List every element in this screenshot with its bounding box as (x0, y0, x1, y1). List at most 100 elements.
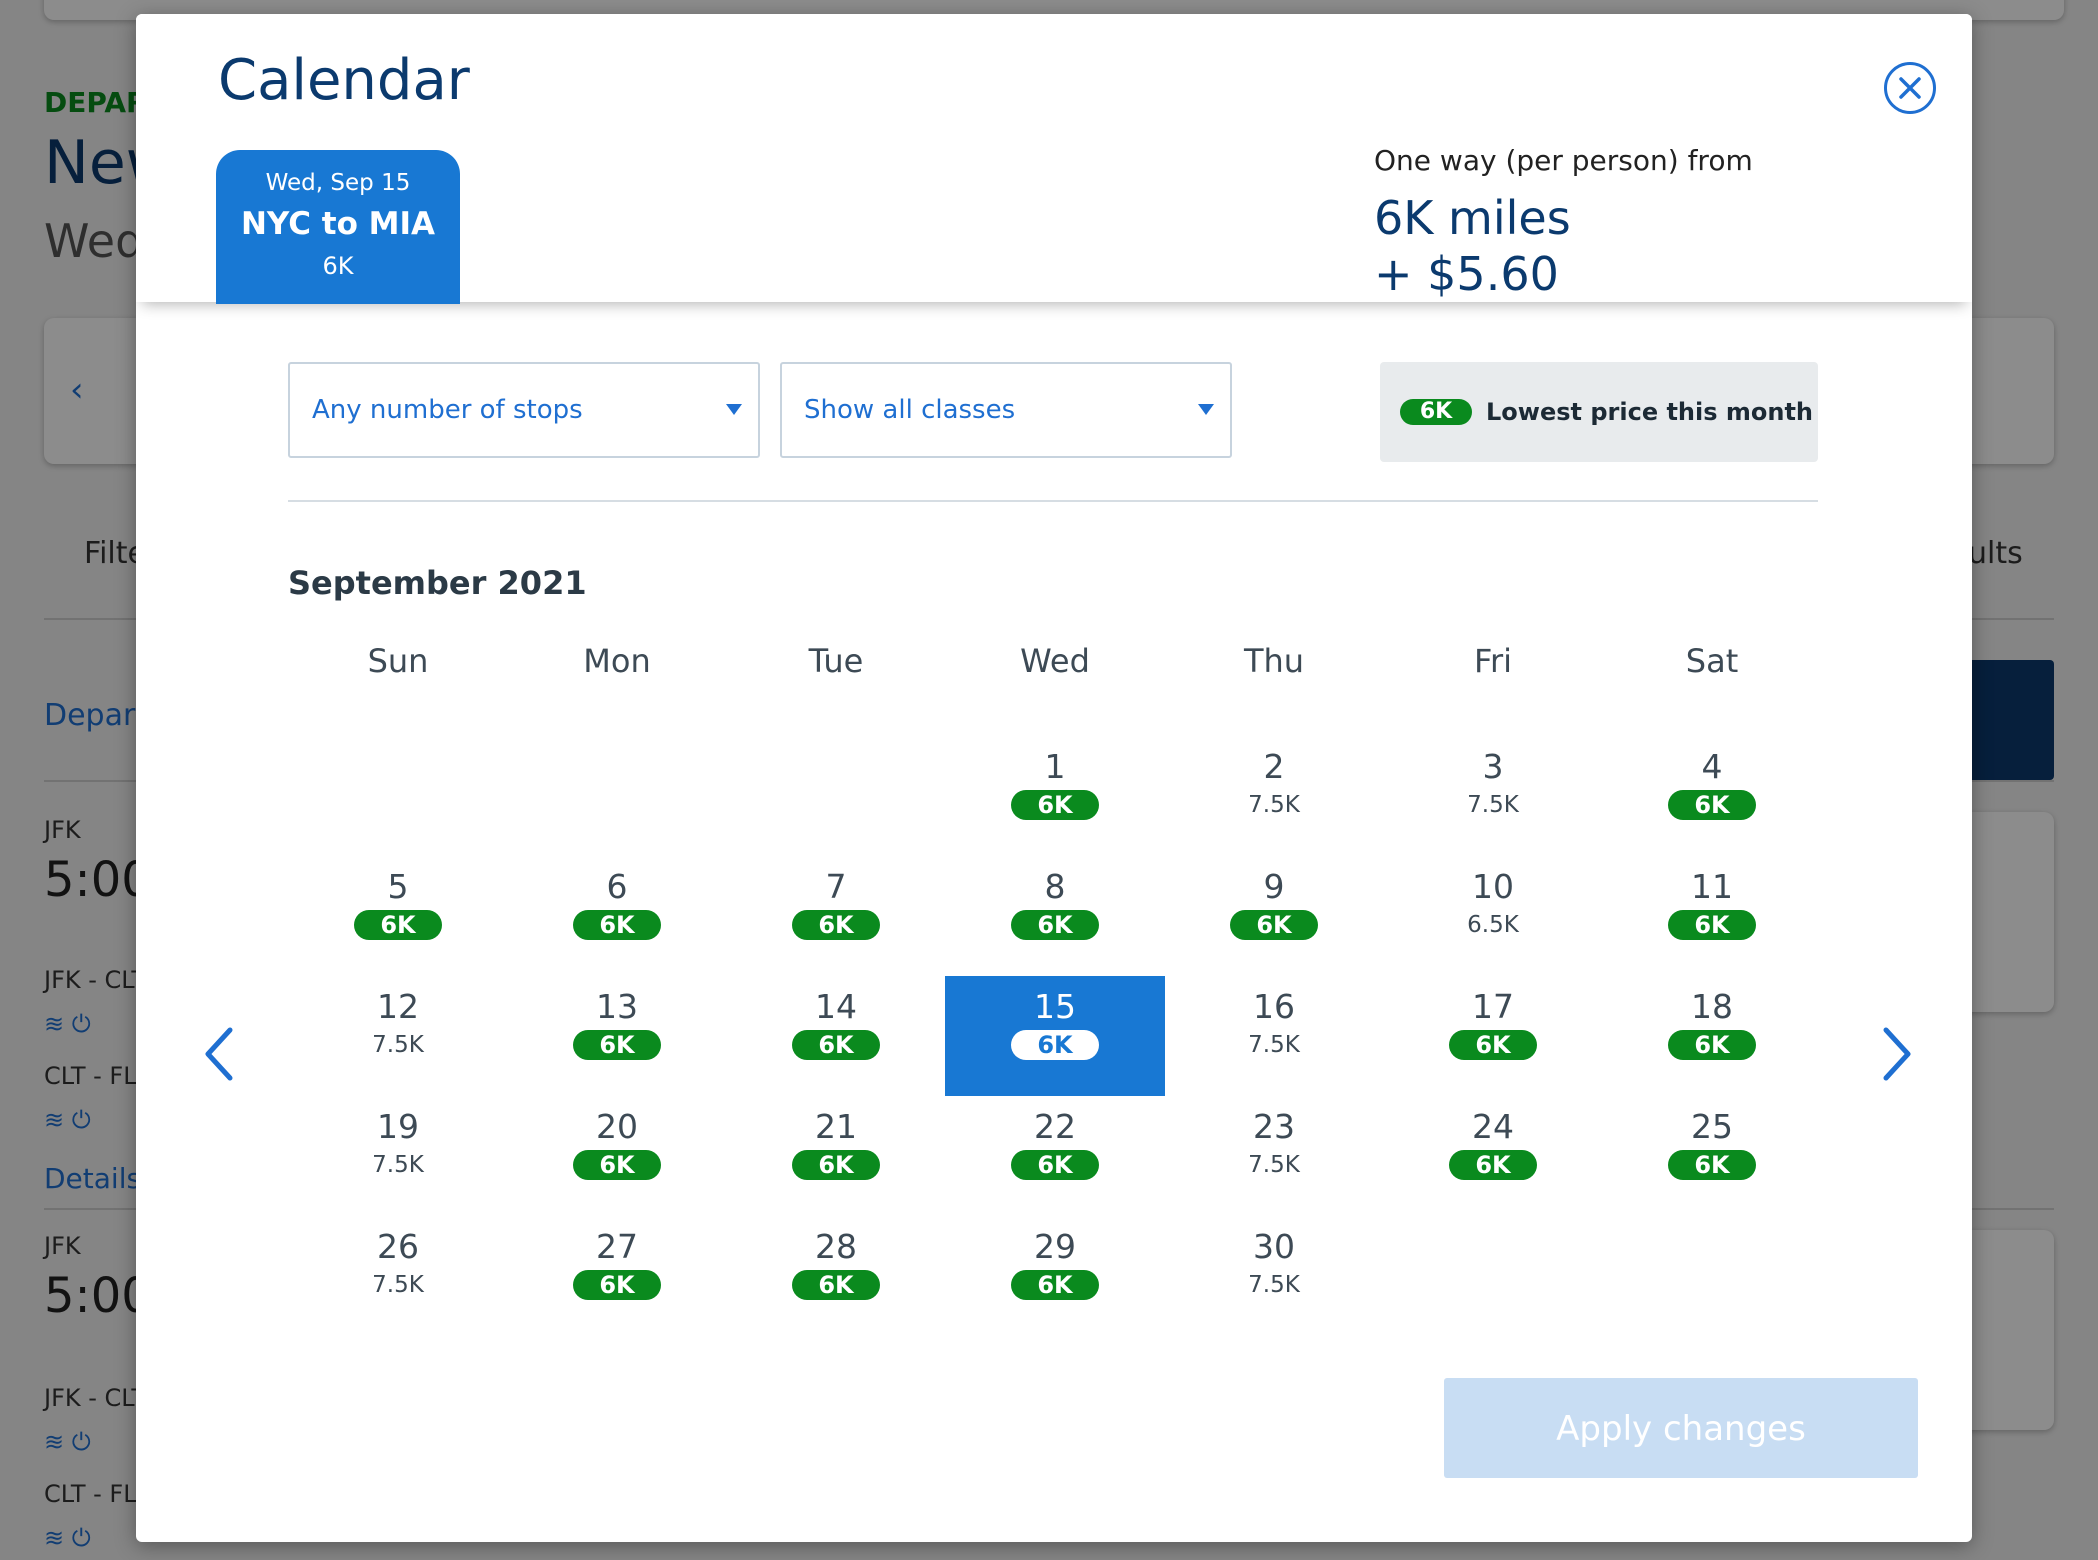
calendar-day[interactable]: 8 6K (945, 856, 1165, 976)
trip-tab-date: Wed, Sep 15 (265, 170, 411, 196)
day-number: 16 (1253, 987, 1295, 1026)
calendar-day[interactable]: 3 7.5K (1383, 736, 1603, 856)
trip-tab-route: NYC to MIA (240, 206, 436, 242)
day-price-lowest-badge: 6K (792, 1030, 880, 1060)
calendar-day[interactable]: 19 7.5K (288, 1096, 508, 1216)
day-number: 29 (1034, 1227, 1076, 1266)
calendar-day[interactable]: 20 6K (507, 1096, 727, 1216)
caret-down-icon (1198, 404, 1214, 415)
day-number: 9 (1263, 867, 1285, 906)
calendar-day[interactable]: 12 7.5K (288, 976, 508, 1096)
fare-miles: 6K miles (1374, 191, 1571, 245)
day-price-lowest-badge: 6K (792, 1270, 880, 1300)
day-price-lowest-badge: 6K (1668, 1150, 1756, 1180)
day-price: 7.5K (1248, 1152, 1300, 1178)
apply-changes-button[interactable]: Apply changes (1444, 1378, 1918, 1478)
bg-flight2-seg1: JFK - CLT (44, 1384, 147, 1412)
calendar-day[interactable]: 30 7.5K (1164, 1216, 1384, 1336)
calendar-day[interactable]: 22 6K (945, 1096, 1165, 1216)
calendar-day[interactable]: 10 6.5K (1383, 856, 1603, 976)
filter-divider (288, 500, 1818, 502)
bg-flight1-time: 5:00 (44, 852, 152, 908)
day-price-lowest-badge: 6K (573, 1030, 661, 1060)
day-price-lowest-badge: 6K (1011, 1270, 1099, 1300)
day-price-lowest-badge: 6K (792, 910, 880, 940)
day-price: 6.5K (1467, 912, 1519, 938)
day-number: 19 (377, 1107, 419, 1146)
calendar-day[interactable]: 2 7.5K (1164, 736, 1384, 856)
weekday-label: Wed (1020, 642, 1090, 680)
calendar-day[interactable]: 9 6K (1164, 856, 1384, 976)
calendar-day[interactable]: 7 6K (726, 856, 946, 976)
weekday-label: Tue (808, 642, 864, 680)
day-number: 20 (596, 1107, 638, 1146)
fare-label: One way (per person) from (1374, 144, 1753, 177)
stops-select[interactable]: Any number of stops (288, 362, 760, 458)
day-price-lowest-badge: 6K (573, 910, 661, 940)
day-price: 7.5K (1248, 792, 1300, 818)
bg-depart-label: DEPAR (44, 86, 148, 119)
calendar-day[interactable]: 13 6K (507, 976, 727, 1096)
day-number: 15 (1034, 987, 1076, 1026)
calendar-day[interactable]: 23 7.5K (1164, 1096, 1384, 1216)
day-number: 25 (1691, 1107, 1733, 1146)
calendar-day[interactable]: 28 6K (726, 1216, 946, 1336)
calendar-day[interactable]: 24 6K (1383, 1096, 1603, 1216)
legend-badge: 6K (1400, 399, 1472, 425)
day-number: 10 (1472, 867, 1514, 906)
calendar-day[interactable]: 18 6K (1602, 976, 1822, 1096)
day-price: 7.5K (372, 1272, 424, 1298)
calendar-day[interactable]: 4 6K (1602, 736, 1822, 856)
bg-power-icon: ≋ ⏻ (44, 1106, 91, 1134)
calendar-modal: Calendar Wed, Sep 15 NYC to MIA 6K One w… (136, 14, 1972, 1542)
calendar-day[interactable]: 27 6K (507, 1216, 727, 1336)
day-number: 1 (1044, 747, 1066, 786)
day-price-lowest-badge: 6K (1011, 910, 1099, 940)
stops-select-value: Any number of stops (312, 395, 583, 425)
calendar-day[interactable]: 21 6K (726, 1096, 946, 1216)
calendar-day[interactable]: 16 7.5K (1164, 976, 1384, 1096)
prev-month-button[interactable] (190, 1014, 250, 1094)
next-month-button[interactable] (1866, 1014, 1926, 1094)
trip-tab[interactable]: Wed, Sep 15 NYC to MIA 6K (216, 150, 460, 304)
bg-side-card-2 (1960, 1230, 2054, 1430)
fare-taxes: + $5.60 (1374, 247, 1559, 301)
day-price-lowest-badge: 6K (354, 910, 442, 940)
calendar-day-selected[interactable]: 15 6K (945, 976, 1165, 1096)
day-number: 11 (1691, 867, 1733, 906)
day-price: 7.5K (1248, 1272, 1300, 1298)
day-number: 30 (1253, 1227, 1295, 1266)
bg-wifi-icon: ≋ ⏻ (44, 1010, 91, 1038)
legend-text: Lowest price this month (1486, 398, 1814, 426)
calendar-day[interactable]: 14 6K (726, 976, 946, 1096)
day-price: 7.5K (1248, 1032, 1300, 1058)
classes-select[interactable]: Show all classes (780, 362, 1232, 458)
calendar-day[interactable]: 25 6K (1602, 1096, 1822, 1216)
day-price: 7.5K (1467, 792, 1519, 818)
close-icon (1899, 77, 1921, 99)
close-button[interactable] (1884, 62, 1936, 114)
month-title: September 2021 (288, 564, 587, 602)
calendar-day[interactable]: 26 7.5K (288, 1216, 508, 1336)
calendar-day[interactable]: 1 6K (945, 736, 1165, 856)
weekday-label: Thu (1243, 642, 1305, 680)
calendar-day[interactable]: 17 6K (1383, 976, 1603, 1096)
bg-power-icon-2: ≋ ⏻ (44, 1524, 91, 1552)
calendar-day[interactable]: 6 6K (507, 856, 727, 976)
day-price-lowest-badge: 6K (1011, 1150, 1099, 1180)
day-price-lowest-badge: 6K (1449, 1030, 1537, 1060)
day-price: 7.5K (372, 1152, 424, 1178)
day-number: 26 (377, 1227, 419, 1266)
day-price-lowest-badge: 6K (573, 1270, 661, 1300)
day-price-lowest-badge: 6K (1668, 910, 1756, 940)
day-number: 2 (1263, 747, 1285, 786)
calendar-day[interactable]: 11 6K (1602, 856, 1822, 976)
bg-flight2-seg2: CLT - FLL (44, 1480, 150, 1508)
bg-flight1-origin: JFK (44, 816, 81, 844)
bg-depart-link: Depar (44, 698, 136, 733)
calendar-day[interactable]: 5 6K (288, 856, 508, 976)
classes-select-value: Show all classes (804, 395, 1016, 425)
calendar-day[interactable]: 29 6K (945, 1216, 1165, 1336)
day-number: 3 (1482, 747, 1504, 786)
day-price-lowest-badge: 6K (1449, 1150, 1537, 1180)
